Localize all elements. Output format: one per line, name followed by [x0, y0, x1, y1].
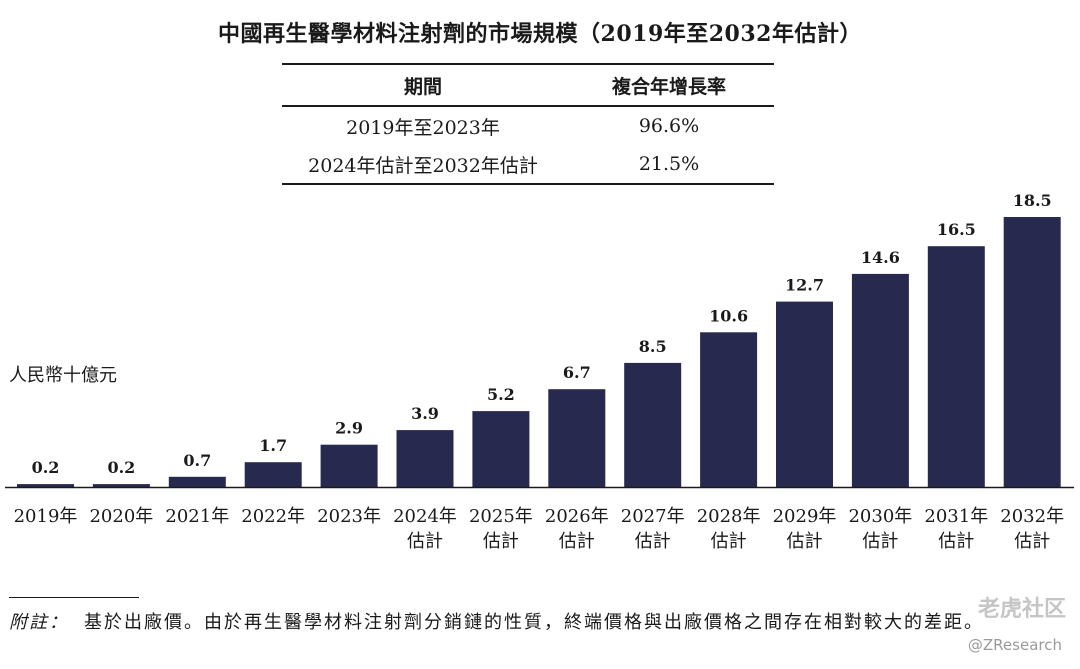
- bar: [700, 332, 758, 487]
- x-tick-label: 2029年: [773, 506, 837, 527]
- x-tick-label: 2032年: [1000, 506, 1064, 527]
- data-label: 0.7: [183, 451, 211, 470]
- x-tick-label: 估計: [938, 531, 974, 552]
- x-tick-label: 2025年: [469, 506, 533, 527]
- table-row: 2019年至2023年 96.6%: [282, 106, 774, 145]
- y-axis-unit-label: 人民幣十億元: [9, 365, 117, 386]
- chart-title: 中國再生醫學材料注射劑的市場規模（2019年至2032年估計）: [218, 21, 862, 47]
- watermark-logo: 老虎社区: [977, 597, 1066, 622]
- data-label: 5.2: [487, 385, 515, 404]
- cagr-rate-cell: 96.6%: [638, 115, 700, 137]
- footnote-divider: [9, 597, 139, 598]
- x-tick-label: 2022年: [241, 506, 305, 527]
- cagr-period-cell: 2024年估計至2032年估計: [282, 145, 564, 185]
- data-label: 1.7: [259, 436, 287, 455]
- data-label: 0.2: [107, 458, 135, 477]
- footnote-text: 基於出廠價。由於再生醫學材料注射劑分銷鏈的性質，終端價格與出廠價格之間存在相對較…: [84, 612, 984, 633]
- x-tick-label: 估計: [635, 531, 671, 552]
- data-label: 14.6: [861, 248, 900, 267]
- cagr-table: 期間 複合年增長率 2019年至2023年 96.6% 2024年估計至2032…: [282, 63, 774, 185]
- bar: [1003, 217, 1061, 487]
- bar: [168, 476, 226, 487]
- bar: [320, 444, 378, 487]
- x-tick-label: 估計: [559, 531, 595, 552]
- bar: [851, 273, 909, 487]
- bar: [92, 484, 150, 487]
- data-label: 0.2: [32, 458, 60, 477]
- footnote: 附註： 基於出廠價。由於再生醫學材料注射劑分銷鏈的性質，終端價格與出廠價格之間存…: [9, 606, 1074, 639]
- x-tick-label: 估計: [407, 531, 443, 552]
- data-label: 8.5: [639, 337, 667, 356]
- x-tick-label: 2026年: [545, 506, 609, 527]
- x-tick-label: 2027年: [621, 506, 685, 527]
- footnote-label: 附註：: [9, 612, 69, 633]
- table-row: 2024年估計至2032年估計 21.5%: [282, 145, 774, 185]
- x-tick-label: 2019年: [14, 506, 78, 527]
- bar-chart: 0.2 2019年 0.2 2020年 0.7 2021年 1.7 2022年 2.9 2023年…: [5, 191, 1074, 552]
- data-label: 18.5: [1013, 191, 1052, 210]
- x-tick-label: 2023年: [317, 506, 381, 527]
- bar: [472, 411, 530, 487]
- x-tick-label: 2024年: [393, 506, 457, 527]
- bar: [396, 430, 454, 487]
- x-tick-label: 2020年: [89, 506, 153, 527]
- bar: [927, 246, 985, 487]
- data-label: 10.6: [709, 306, 748, 325]
- x-tick-label: 估計: [862, 531, 898, 552]
- x-tick-label: 2028年: [697, 506, 761, 527]
- x-tick-label: 估計: [1014, 531, 1050, 552]
- watermark-handle: @ZResearch: [967, 636, 1062, 654]
- data-label: 2.9: [335, 419, 363, 438]
- data-label: 6.7: [563, 363, 591, 382]
- data-label: 3.9: [411, 404, 439, 423]
- cagr-period-cell: 2019年至2023年: [346, 116, 500, 139]
- data-label: 12.7: [785, 276, 824, 295]
- x-tick-label: 估計: [787, 531, 823, 552]
- data-label: 16.5: [937, 220, 976, 239]
- cagr-header-rate: 複合年增長率: [564, 63, 774, 107]
- bar: [17, 484, 74, 487]
- bar: [244, 462, 302, 487]
- bar: [776, 301, 833, 487]
- x-tick-label: 2021年: [165, 506, 229, 527]
- x-tick-label: 2030年: [848, 506, 912, 527]
- bar: [548, 389, 606, 487]
- x-tick-label: 估計: [483, 531, 519, 552]
- x-tick-label: 估計: [711, 531, 747, 552]
- cagr-rate-cell: 21.5%: [564, 145, 774, 185]
- x-tick-label: 2031年: [924, 506, 988, 527]
- bar: [624, 362, 682, 487]
- cagr-header-period: 期間: [282, 63, 564, 107]
